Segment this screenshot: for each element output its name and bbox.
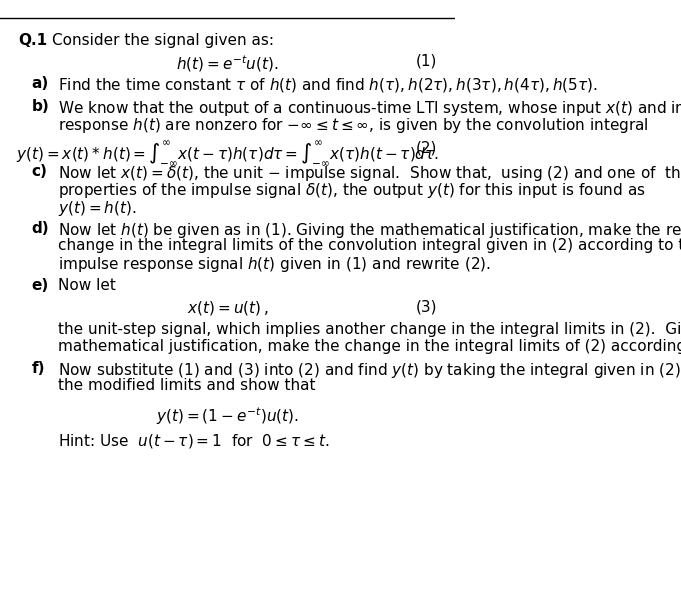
Text: the unit-step signal, which implies another change in the integral limits in (2): the unit-step signal, which implies anot… [59,322,681,337]
Text: We know that the output of a continuous-time LTI system, whose input $x(t)$ and : We know that the output of a continuous-… [59,99,681,118]
Text: Now let $h(t)$ be given as in (1). Giving the mathematical justification, make t: Now let $h(t)$ be given as in (1). Givin… [59,221,681,240]
Text: $h(t) = e^{-t}u(t).$: $h(t) = e^{-t}u(t).$ [176,54,279,74]
Text: properties of the impulse signal $\delta(t)$, the output $y(t)$ for this input i: properties of the impulse signal $\delta… [59,181,646,200]
Text: $y(t) = x(t) * h(t) = \int_{-\infty}^{\infty} x(t-\tau)h(\tau)d\tau = \int_{-\in: $y(t) = x(t) * h(t) = \int_{-\infty}^{\i… [16,140,439,169]
Text: Consider the signal given as:: Consider the signal given as: [52,33,274,49]
Text: (3): (3) [415,299,437,314]
Text: e): e) [32,278,49,293]
Text: Q.1: Q.1 [18,33,48,49]
Text: c): c) [32,164,48,180]
Text: Now substitute (1) and (3) into (2) and find $y(t)$ by taking the integral given: Now substitute (1) and (3) into (2) and … [59,361,681,380]
Text: impulse response signal $h(t)$ given in (1) and rewrite (2).: impulse response signal $h(t)$ given in … [59,255,491,274]
Text: d): d) [32,221,50,236]
Text: change in the integral limits of the convolution integral given in (2) according: change in the integral limits of the con… [59,238,681,253]
Text: response $h(t)$ are nonzero for $-\infty \leq t \leq \infty$, is given by the co: response $h(t)$ are nonzero for $-\infty… [59,116,649,135]
Text: the modified limits and show that: the modified limits and show that [59,378,316,393]
Text: Find the time constant $\tau$ of $h(t)$ and find $h(\tau), h(2\tau), h(3\tau), h: Find the time constant $\tau$ of $h(t)$ … [59,76,598,94]
Text: Now let: Now let [59,278,116,293]
Text: (1): (1) [415,54,437,69]
Text: a): a) [32,76,49,91]
Text: Now let $x(t) = \delta(t)$, the unit $-$ impulse signal.  Show that,  using (2) : Now let $x(t) = \delta(t)$, the unit $-$… [59,164,681,183]
Text: $x(t) = u(t)\,,$: $x(t) = u(t)\,,$ [187,299,268,317]
Text: $y(t) = h(t)$.: $y(t) = h(t)$. [59,199,137,217]
Text: mathematical justification, make the change in the integral limits of (2) accord: mathematical justification, make the cha… [59,339,681,354]
Text: b): b) [32,99,50,114]
Text: Hint: Use  $u(t-\tau) = 1$  for  $0 \leq \tau \leq t$.: Hint: Use $u(t-\tau) = 1$ for $0 \leq \t… [59,432,330,450]
Text: f): f) [32,361,46,376]
Text: (2): (2) [415,140,437,155]
Text: $y(t) = (1 - e^{-t})u(t).$: $y(t) = (1 - e^{-t})u(t).$ [156,405,299,427]
